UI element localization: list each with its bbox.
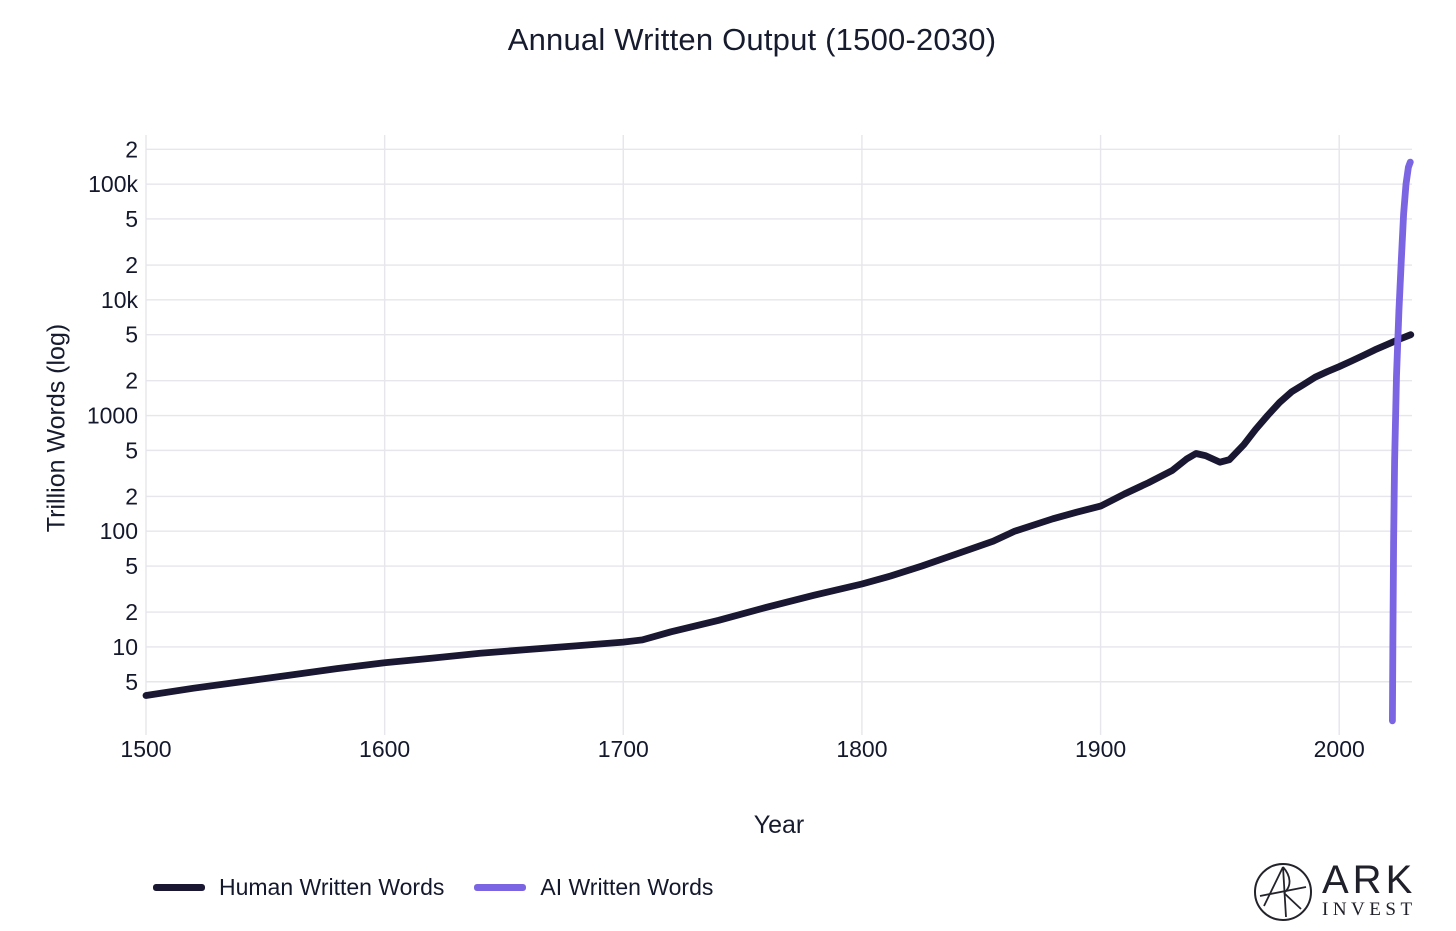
y-tick-label: 2 — [125, 368, 138, 394]
y-tick-label: 5 — [125, 437, 138, 463]
series-line-ai — [1389, 158, 1414, 725]
ark-logo-mark — [1254, 863, 1312, 921]
x-tick-label: 1700 — [598, 736, 649, 762]
ark-invest-logo: ARK INVEST — [1252, 860, 1417, 924]
y-tick-label: 5 — [125, 206, 138, 232]
y-tick-label: 2 — [125, 599, 138, 625]
x-tick-label: 1600 — [359, 736, 410, 762]
chart-title: Annual Written Output (1500-2030) — [507, 22, 997, 57]
legend-item-human-written-words[interactable]: Human Written Words — [153, 874, 444, 901]
y-tick-label: 1000 — [87, 403, 138, 429]
x-tick-label: 1500 — [120, 736, 171, 762]
y-tick-label: 5 — [125, 669, 138, 695]
y-tick-label: 2 — [125, 252, 138, 278]
y-tick-label: 2 — [125, 136, 138, 162]
y-tick-label: 5 — [125, 553, 138, 579]
x-tick-label: 2000 — [1314, 736, 1365, 762]
ark-wordmark: ARK — [1322, 858, 1417, 902]
ai-line-swatch — [474, 884, 527, 891]
series-line-human — [142, 331, 1415, 699]
legend: Human Written Words AI Written Words — [153, 874, 713, 901]
y-tick-label: 10k — [101, 287, 139, 313]
x-axis-title: Year — [753, 811, 805, 839]
y-tick-label: 100k — [88, 171, 138, 197]
x-tick-label: 1900 — [1075, 736, 1126, 762]
invest-wordmark: INVEST — [1322, 899, 1417, 920]
y-tick-label: 100 — [100, 518, 138, 544]
ark-logo-text: ARK INVEST — [1322, 858, 1417, 921]
legend-label: Human Written Words — [219, 874, 445, 900]
y-tick-label: 5 — [125, 322, 138, 348]
human-line-swatch — [153, 884, 205, 891]
y-tick-label: 2 — [125, 483, 138, 509]
legend-label: AI Written Words — [540, 874, 714, 900]
x-tick-label: 1800 — [836, 736, 887, 762]
y-tick-label: 10 — [112, 634, 138, 660]
legend-item-ai-written-words[interactable]: AI Written Words — [474, 874, 713, 901]
